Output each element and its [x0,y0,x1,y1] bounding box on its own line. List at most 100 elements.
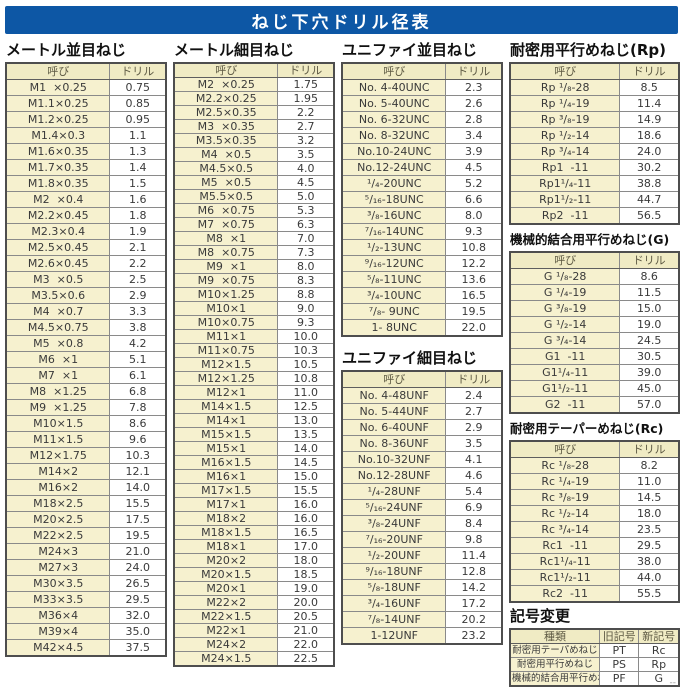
value-cell: 3.5 [445,435,503,452]
table-row: No.10-24UNC 3.9 [341,143,503,160]
name-cell: Rp ¹/₄-19 [509,95,621,112]
name-cell: M3 ×0.35 [173,119,279,134]
name-cell: M6 ×1 [5,351,111,368]
name-cell: M4.5×0.75 [5,319,111,336]
value-cell: 32.0 [109,607,167,624]
value-cell: 5.2 [445,175,503,192]
value-cell: 15.5 [277,483,335,498]
value-cell: 1.75 [277,77,335,92]
value-cell: 14.9 [619,111,680,128]
header-row: 呼び ドリル [341,370,503,388]
value-cell: PS [598,657,640,672]
table-row: M2.6×0.45 2.2 [5,255,167,272]
table-row: G ¹/₄-19 11.5 [509,284,680,301]
value-cell: 3.9 [445,143,503,160]
name-cell: M30×3.5 [5,575,111,592]
table-row: M42×4.5 37.5 [5,639,167,657]
value-cell: 8.0 [277,259,335,274]
name-cell: ¹/₂-13UNC [341,239,447,256]
col-header-drill: ドリル [619,440,680,458]
table-row: ³/₈-16UNC 8.0 [341,207,503,224]
value-cell: 18.5 [277,567,335,582]
value-cell: 5.3 [277,203,335,218]
col-header-name: 呼び [509,440,621,458]
value-cell: 44.7 [619,191,680,208]
header-row: 呼び ドリル [509,440,680,458]
name-cell: M20×2.5 [5,511,111,528]
table-row: M27×3 24.0 [5,559,167,576]
table-row: M5 ×0.8 4.2 [5,335,167,352]
name-cell: ¹/₄-20UNC [341,175,447,192]
header-row: 呼び ドリル [341,62,503,80]
column-unified: ユニファイ並目ねじ 呼び ドリル No. 4-40UNC 2.3 No. 5-40U… [341,41,503,645]
value-cell: 8.6 [619,268,680,285]
table-row: ⁹/₁₆-18UNF 12.8 [341,563,503,580]
name-cell: Rp ³/₈-19 [509,111,621,128]
value-cell: 14.0 [109,479,167,496]
table-row: Rp ¹/₄-19 11.4 [509,95,680,112]
unified-fine-table: 呼び ドリル No. 4-48UNF 2.4 No. 5-44UNF 2.7 No. 6… [341,370,503,645]
name-cell: M11×1 [173,329,279,344]
table-row: M1.2×0.25 0.95 [5,111,167,128]
value-cell: Rp [638,657,680,672]
name-cell: G ¹/₄-19 [509,284,621,301]
value-cell: 18.0 [277,553,335,568]
table-row: Rc1 -11 29.5 [509,537,680,554]
name-cell: M18×1.5 [173,525,279,540]
value-cell: 2.2 [277,105,335,120]
table-row: 機械的結合用平行めねじPFG [509,671,680,687]
name-cell: M22×2.5 [5,527,111,544]
name-cell: M10×1.5 [5,415,111,432]
name-cell: Rp1¹/₂-11 [509,191,621,208]
col-header-name: 呼び [173,62,279,78]
table-row: M10×0.75 9.3 [173,315,335,330]
name-cell: M39×4 [5,623,111,640]
table-row: G ³/₄-14 24.5 [509,332,680,349]
value-cell: 8.5 [619,79,680,96]
table-row: M4.5×0.5 4.0 [173,161,335,176]
table-row: ⁷/₁₆-20UNF 9.8 [341,531,503,548]
table-row: M2.3×0.4 1.9 [5,223,167,240]
page-title: ねじ下穴ドリル径表 [5,6,678,34]
value-cell: 10.8 [445,239,503,256]
value-cell: 6.3 [277,217,335,232]
name-cell: M36×4 [5,607,111,624]
value-cell: 7.0 [277,231,335,246]
column-metric-fine: メートル細目ねじ 呼び ドリル M2 ×0.25 1.75 M2.2×0.25 1.9… [173,41,335,667]
name-cell: M27×3 [5,559,111,576]
table-row: M18×2 16.0 [173,511,335,526]
value-cell: 29.5 [109,591,167,608]
value-cell: 1.3 [109,143,167,160]
value-cell: 17.0 [277,539,335,554]
table-row: ³/₄-10UNC 16.5 [341,287,503,304]
table-row: Rp1 -11 30.2 [509,159,680,176]
table-row: M14×1 13.0 [173,413,335,428]
table-row: No. 6-32UNC 2.8 [341,111,503,128]
table-row: G ³/₈-19 15.0 [509,300,680,317]
col-header-name: 呼び [509,62,621,80]
value-cell: 2.8 [445,111,503,128]
table-row: G1 -11 30.5 [509,348,680,365]
name-cell: Rp ¹/₈-28 [509,79,621,96]
rp-table: 呼び ドリル Rp ¹/₈-28 8.5 Rp ¹/₄-19 11.4 Rp ³/₈-1… [509,62,680,225]
table-row: M2.2×0.45 1.8 [5,207,167,224]
value-cell: 15.0 [619,300,680,317]
name-cell: Rc2 -11 [509,585,621,603]
column-metric-coarse: メートル並目ねじ 呼び ドリル M1 ×0.25 0.75 M1.1×0.25 0.8… [5,41,167,657]
name-cell: M2.6×0.45 [5,255,111,272]
table-row: M1.1×0.25 0.85 [5,95,167,112]
table-row: M22×1.5 20.5 [173,609,335,624]
unified-coarse-table: 呼び ドリル No. 4-40UNC 2.3 No. 5-40UNC 2.6 No. 6… [341,62,503,337]
name-cell: No. 8-32UNC [341,127,447,144]
value-cell: 12.8 [445,563,503,580]
name-cell: M1.6×0.35 [5,143,111,160]
value-cell: 19.0 [619,316,680,333]
name-cell: 1- 8UNC [341,319,447,337]
name-cell: M2.5×0.35 [173,105,279,120]
table-row: Rp ¹/₂-14 18.6 [509,127,680,144]
value-cell: PT [598,643,640,658]
value-cell: 9.6 [109,431,167,448]
name-cell: M2.3×0.4 [5,223,111,240]
name-cell: ⁵/₁₆-18UNC [341,191,447,208]
value-cell: 55.5 [619,585,680,603]
